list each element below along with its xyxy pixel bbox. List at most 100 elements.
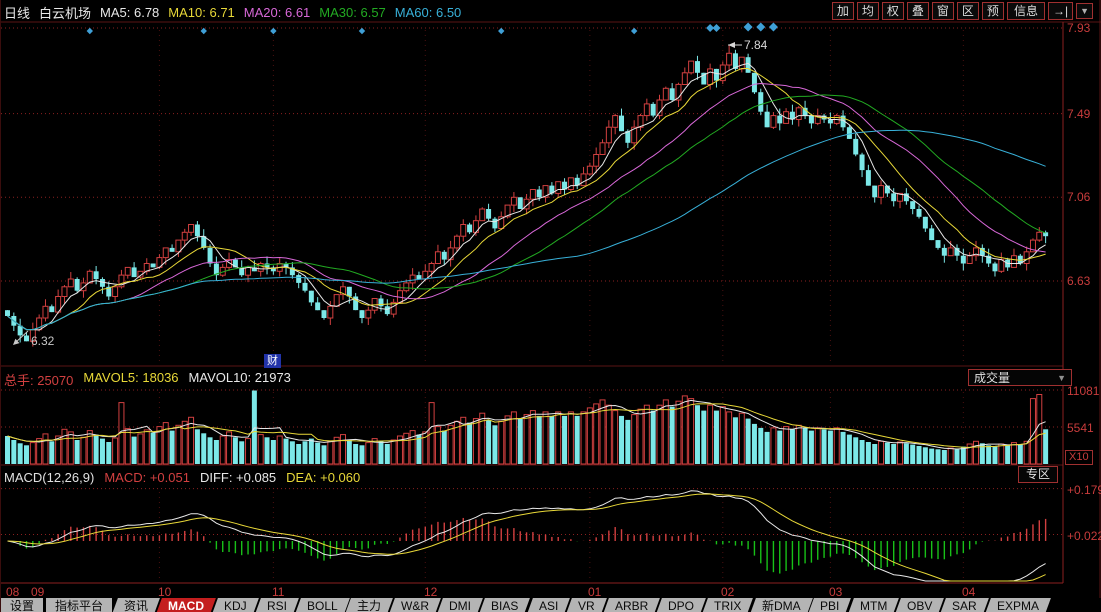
stock-name[interactable]: 白云机场 xyxy=(39,5,92,21)
news-badge[interactable]: 财 xyxy=(264,354,281,368)
tab-label: ARBR xyxy=(614,599,649,612)
macd-stat-1: DIFF: +0.085 xyxy=(199,470,277,485)
macd-title: MACD(12,26,9) xyxy=(4,470,95,485)
tab-EXPMA[interactable]: EXPMA xyxy=(984,598,1051,612)
tab-label: 设置 xyxy=(10,599,35,612)
tab-label: 指标平台 xyxy=(55,599,104,612)
toolbar-button-权[interactable]: 权 xyxy=(881,2,904,20)
ma-value-3: MA30: 6.57 xyxy=(319,4,386,20)
time-tick-08: 08 xyxy=(6,585,20,599)
tab-设置[interactable]: 设置 xyxy=(1,598,44,612)
high-price-annotation: 7.84 xyxy=(744,38,768,52)
tab-W&R[interactable]: W&R xyxy=(389,598,442,612)
chart-header: 日线 白云机场 MA5: 6.78 MA10: 6.71 MA20: 6.61 MA3… xyxy=(4,3,461,21)
tab-资讯[interactable]: 资讯 xyxy=(112,598,160,612)
toolbar-button-加[interactable]: 加 xyxy=(831,2,854,20)
low-price-annotation: 6.32 xyxy=(31,334,55,348)
tab-label: 资讯 xyxy=(124,599,149,612)
tab-RSI[interactable]: RSI xyxy=(254,598,299,612)
tab-PBI[interactable]: PBI xyxy=(808,598,852,612)
toolbar: 加均权叠窗区预信息 →| ▼ xyxy=(831,2,1093,20)
zone-button[interactable]: 专区 xyxy=(1018,466,1059,483)
tab-label: BIAS xyxy=(491,599,519,612)
toolbar-button-窗[interactable]: 窗 xyxy=(931,2,954,20)
toolbar-button-叠[interactable]: 叠 xyxy=(906,2,929,20)
tab-label: VR xyxy=(578,599,595,612)
tab-label: PBI xyxy=(820,599,840,612)
tab-label: MTM xyxy=(859,599,887,612)
ma-value-1: MA10: 6.71 xyxy=(168,4,235,20)
tab-OBV[interactable]: OBV xyxy=(894,598,945,612)
price-axis-7.93: 7.93 xyxy=(1067,21,1091,35)
tab-ASI[interactable]: ASI xyxy=(526,598,571,612)
macd-axis-0.179: +0.179 xyxy=(1067,482,1101,497)
tab-label: BOLL xyxy=(306,599,338,612)
macd-axis-0.022: +0.022 xyxy=(1067,528,1101,543)
period-label[interactable]: 日线 xyxy=(4,5,31,21)
time-tick-03: 03 xyxy=(829,585,843,599)
volume-stat-1: MAVOL5: 18036 xyxy=(83,370,179,385)
chevron-down-icon[interactable]: ▼ xyxy=(1076,3,1093,19)
macd-header: MACD(12,26,9) MACD: +0.051 DIFF: +0.085 DE… xyxy=(4,470,360,485)
toolbar-button-均[interactable]: 均 xyxy=(856,2,879,20)
toolbar-button-信息[interactable]: 信息 xyxy=(1006,2,1045,20)
tab-ARBR[interactable]: ARBR xyxy=(602,598,661,612)
time-tick-02: 02 xyxy=(721,585,735,599)
tab-label: TRIX xyxy=(714,599,742,612)
chevron-down-icon: ▼ xyxy=(1057,372,1066,383)
ma-value-4: MA60: 6.50 xyxy=(394,4,462,20)
toolbar-button-预[interactable]: 预 xyxy=(981,2,1004,20)
volume-indicator-selector[interactable]: 成交量 ▼ xyxy=(968,369,1072,386)
volume-axis-11081: 11081 xyxy=(1067,384,1100,398)
tab-label: 新DMA xyxy=(761,599,801,612)
tab-DPO[interactable]: DPO xyxy=(656,598,707,612)
tab-label: SAR xyxy=(952,599,977,612)
tab-指标平台[interactable]: 指标平台 xyxy=(46,598,113,612)
ma-value-2: MA20: 6.61 xyxy=(243,4,311,20)
tab-主力[interactable]: 主力 xyxy=(345,598,394,612)
tab-label: DMI xyxy=(449,599,472,612)
tab-label: EXPMA xyxy=(996,599,1039,612)
tab-TRIX[interactable]: TRIX xyxy=(702,598,754,612)
time-tick-04: 04 xyxy=(962,585,976,599)
volume-unit-label: X10 xyxy=(1065,450,1093,465)
tab-BIAS[interactable]: BIAS xyxy=(479,598,531,612)
volume-axis-5541: 5541 xyxy=(1067,420,1094,435)
price-axis-6.63: 6.63 xyxy=(1067,273,1091,288)
tab-label: KDJ xyxy=(224,599,247,612)
tab-label: RSI xyxy=(266,599,287,612)
volume-stat-2: MAVOL10: 21973 xyxy=(188,370,291,385)
tab-label: ASI xyxy=(538,599,559,612)
volume-header: 总手: 25070 MAVOL5: 18036 MAVOL10: 21973 xyxy=(4,370,291,389)
tab-DMI[interactable]: DMI xyxy=(437,598,484,612)
next-page-icon[interactable]: →| xyxy=(1047,2,1074,20)
time-tick-10: 10 xyxy=(158,585,172,599)
ma-values: MA5: 6.78 MA10: 6.71 MA20: 6.61 MA30: 6.57 M… xyxy=(100,5,461,20)
tab-label: W&R xyxy=(401,599,430,612)
time-tick-09: 09 xyxy=(31,585,45,599)
tab-label: MACD xyxy=(168,599,205,612)
tab-MACD[interactable]: MACD xyxy=(156,598,216,612)
tab-VR[interactable]: VR xyxy=(566,598,607,612)
tab-BOLL[interactable]: BOLL xyxy=(294,598,350,612)
price-axis-7.49: 7.49 xyxy=(1067,106,1091,121)
tab-MTM[interactable]: MTM xyxy=(847,598,899,612)
time-tick-01: 01 xyxy=(588,585,602,599)
tab-SAR[interactable]: SAR xyxy=(940,598,989,612)
indicator-tab-bar: 设置 指标平台 资讯 MACD KDJ RSI BOLL 主力 W&R DMI BIAS ASI VR A… xyxy=(1,598,1101,612)
macd-stat-2: DEA: +0.060 xyxy=(286,470,361,485)
tab-label: 主力 xyxy=(357,599,382,612)
macd-stat-0: MACD: +0.051 xyxy=(104,470,190,485)
time-tick-11: 11 xyxy=(272,585,285,599)
tab-新DMA[interactable]: 新DMA xyxy=(749,598,813,612)
volume-selector-label: 成交量 xyxy=(974,371,1011,385)
volume-stat-0: 总手: 25070 xyxy=(4,373,74,388)
tab-KDJ[interactable]: KDJ xyxy=(212,598,259,612)
price-axis-7.06: 7.06 xyxy=(1067,190,1091,205)
ma-value-0: MA5: 6.78 xyxy=(100,4,160,20)
tab-label: DPO xyxy=(668,599,695,612)
tab-label: OBV xyxy=(906,599,933,612)
toolbar-button-区[interactable]: 区 xyxy=(956,2,979,20)
